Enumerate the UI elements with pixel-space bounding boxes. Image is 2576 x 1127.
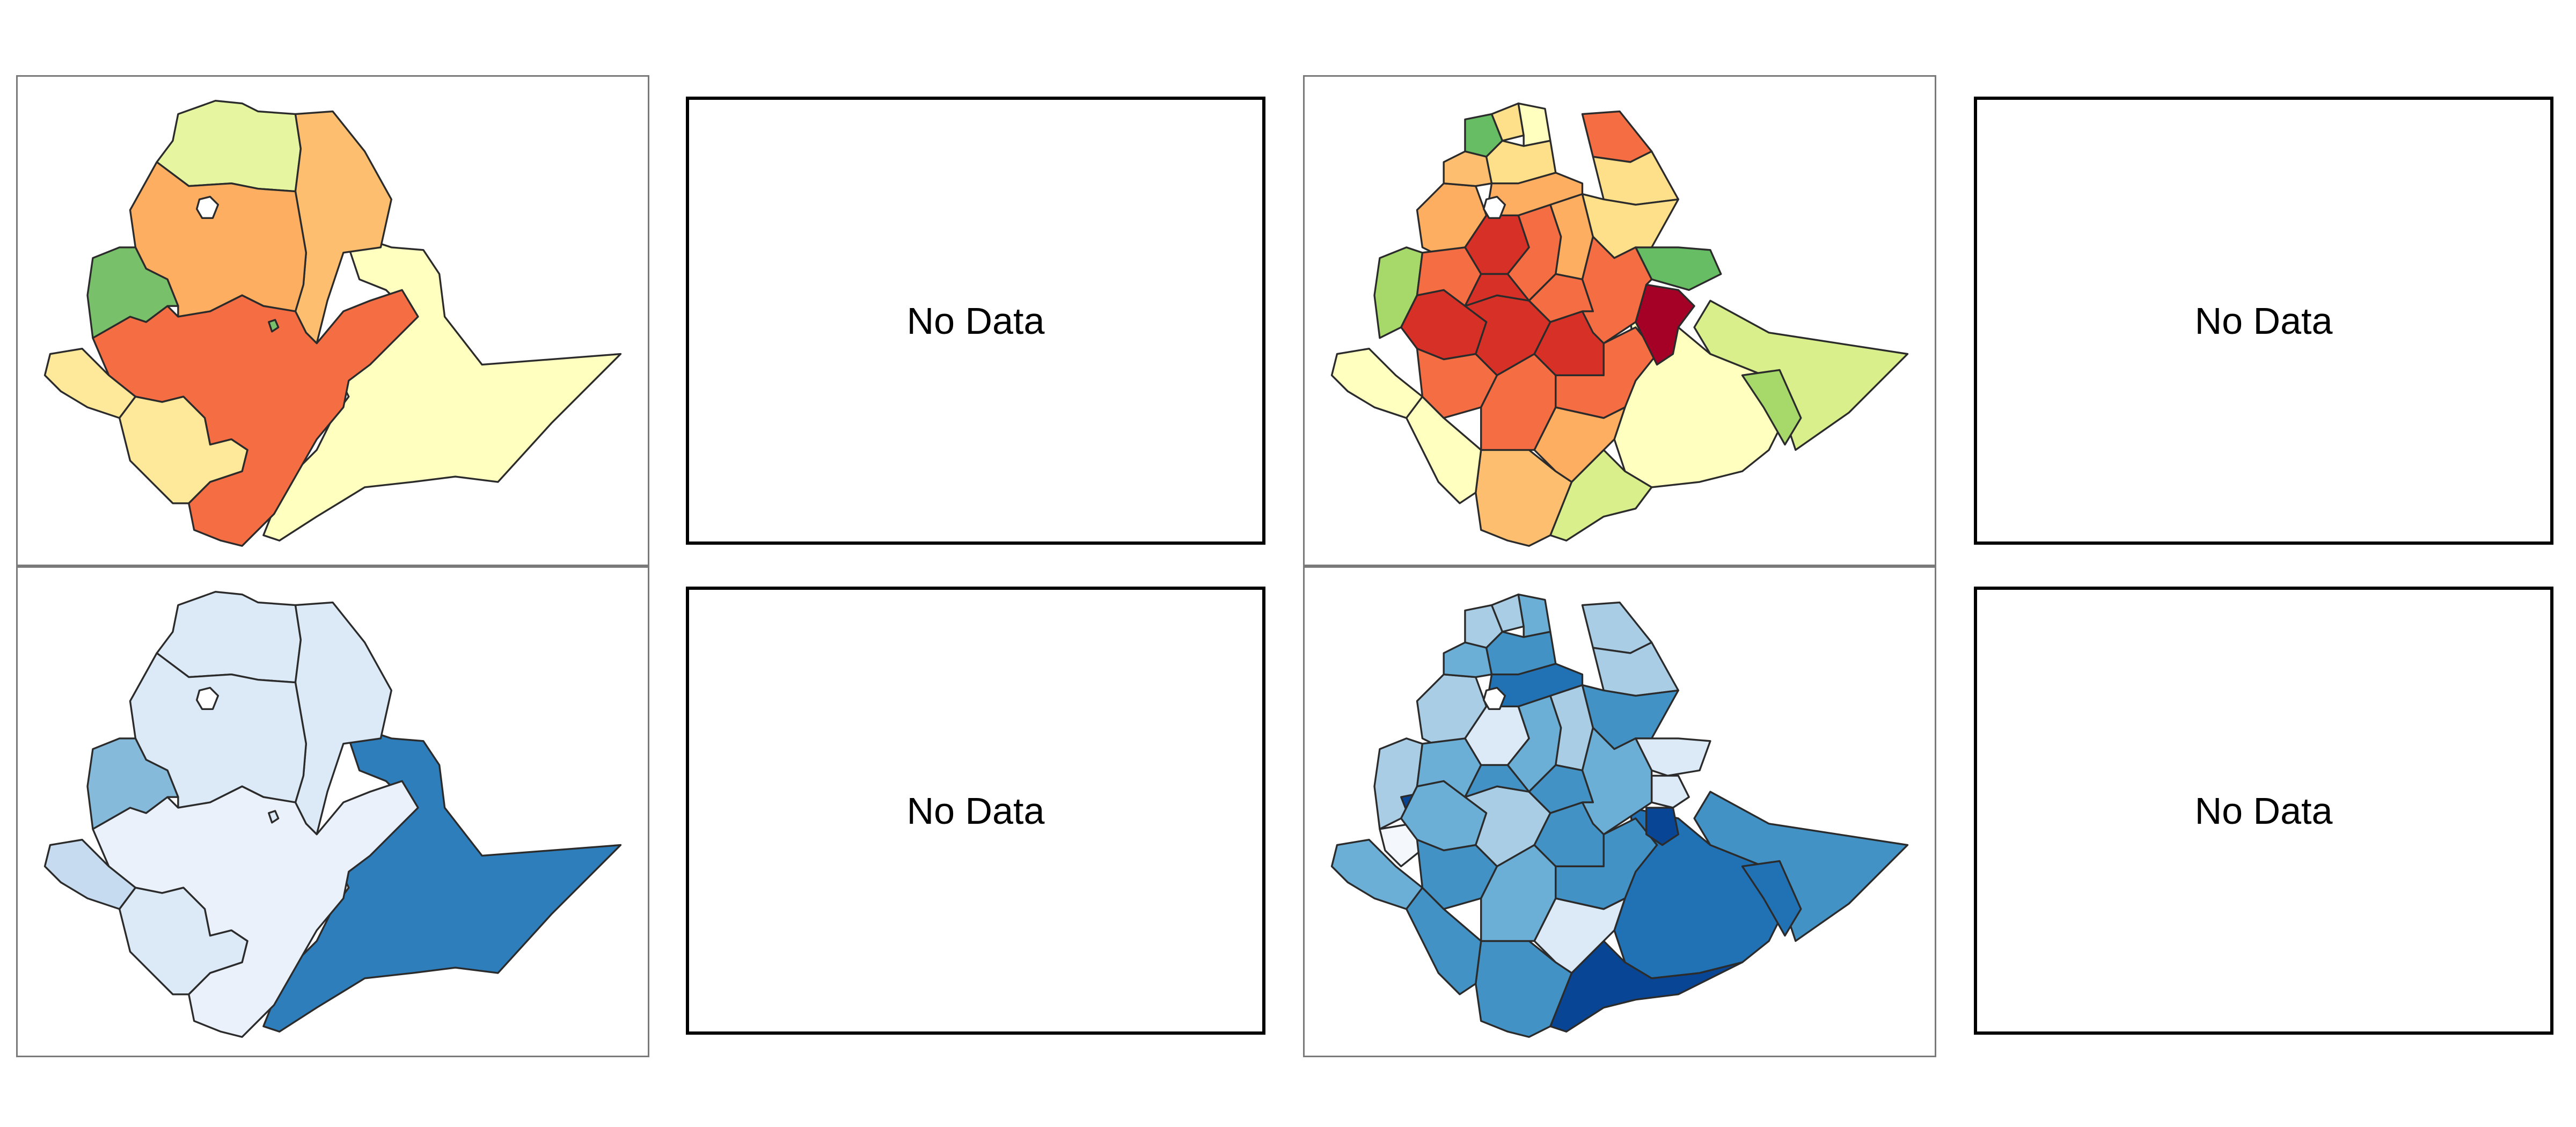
zone-afar-north	[1581, 110, 1653, 163]
map-panel-top-left	[16, 75, 649, 566]
no-data-label: No Data	[906, 299, 1045, 342]
zone-nw-5	[1485, 172, 1584, 216]
region-benishangul-gumuz	[86, 737, 179, 830]
lake-tana	[1482, 195, 1506, 219]
region-snnpr	[118, 887, 248, 996]
zone-south-1	[1475, 449, 1573, 547]
zone-nw-4	[1517, 593, 1552, 638]
no-data-panel-top-1: No Data	[686, 97, 1265, 545]
zone-nw-3	[1517, 102, 1552, 147]
zone-southeast	[1549, 940, 1744, 1033]
no-data-panel-bottom-2: No Data	[1974, 587, 2553, 1035]
zone-highlight-darkblue	[1645, 807, 1679, 846]
lake-tana	[195, 686, 219, 710]
zone-east-3	[1741, 860, 1802, 937]
zone-southeast	[1549, 449, 1653, 541]
zone-nw-6	[1485, 663, 1584, 707]
no-data-panel-bottom-1: No Data	[686, 587, 1265, 1035]
map-panel-bottom-right	[1303, 566, 1936, 1057]
zone-south-1	[1475, 940, 1573, 1038]
zone-nw-2	[1443, 641, 1493, 678]
zone-east-light	[1650, 774, 1690, 809]
no-data-label: No Data	[2194, 789, 2333, 832]
zone-east-3	[1741, 369, 1802, 446]
region-dire-dawa	[268, 810, 280, 824]
ethiopia-zone-map	[1330, 593, 1909, 1038]
zone-east-small	[1581, 727, 1653, 836]
region-benishangul-gumuz	[86, 246, 179, 339]
no-data-label: No Data	[906, 789, 1045, 832]
ethiopia-region-map	[43, 591, 622, 1038]
region-snnpr	[118, 396, 248, 504]
zone-nw-1	[1443, 150, 1493, 187]
ethiopia-zone-map	[1330, 102, 1909, 547]
zone-afar-2	[1592, 150, 1679, 206]
zone-gambela	[1330, 347, 1424, 419]
lake-tana	[1482, 686, 1506, 710]
zone-highlight-darkred	[1635, 283, 1695, 366]
map-panel-top-right	[1303, 75, 1936, 566]
zone-east-small	[1581, 236, 1653, 345]
lake-tana	[195, 195, 219, 219]
zone-afar-north	[1581, 601, 1653, 654]
no-data-panel-top-2: No Data	[1974, 97, 2553, 545]
zone-gambela	[1330, 838, 1424, 910]
ethiopia-region-map	[43, 100, 622, 547]
zone-afar-2	[1592, 641, 1679, 697]
no-data-label: No Data	[2194, 299, 2333, 342]
map-panel-bottom-left	[16, 566, 649, 1057]
region-dire-dawa	[268, 319, 280, 333]
